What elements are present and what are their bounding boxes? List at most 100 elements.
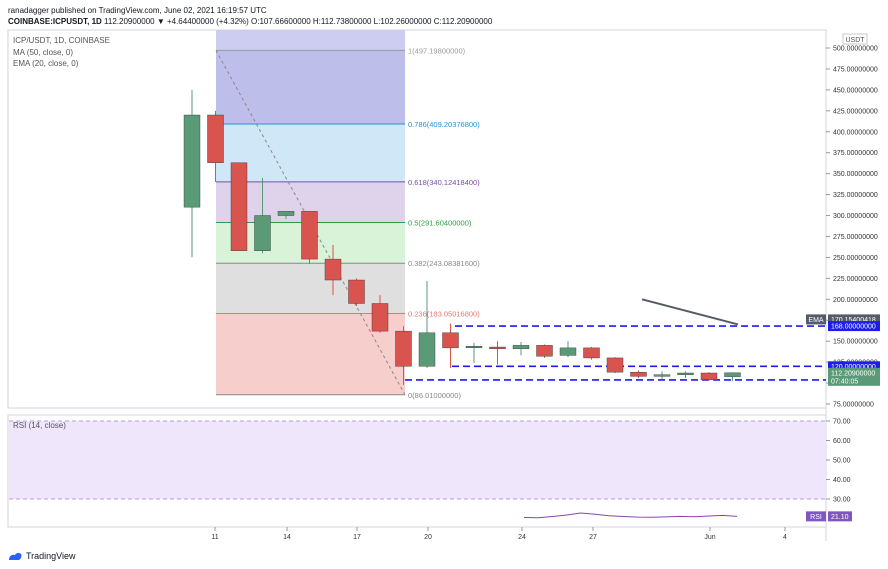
candle-body bbox=[418, 332, 436, 367]
price-tick-label: 275.00000000 bbox=[833, 234, 878, 241]
price-tick-label: 250.00000000 bbox=[833, 255, 878, 262]
rsi-line bbox=[523, 512, 738, 519]
time-tick-label: 4 bbox=[783, 534, 787, 541]
level-badge-value: 120.00000000 bbox=[831, 364, 876, 371]
candle-body bbox=[630, 371, 647, 377]
rsi-indicator: 30.00 40.00 50.00 60.00 70.00 RSI 21.10 bbox=[9, 419, 852, 522]
candle-body bbox=[653, 374, 671, 377]
candle-body bbox=[465, 346, 483, 348]
candle-body bbox=[183, 114, 201, 208]
rsi-tick-label: 70.00 bbox=[833, 419, 851, 426]
time-tick-label: 27 bbox=[589, 534, 597, 541]
price-tick-label: 225.00000000 bbox=[833, 276, 878, 283]
tradingview-logo-icon bbox=[9, 552, 22, 560]
price-tick-label: 500.00000000 bbox=[833, 46, 878, 53]
legend-ma[interactable]: MA (50, close, 0) bbox=[13, 48, 73, 57]
candle-body bbox=[277, 211, 295, 216]
rsi-tick-label: 40.00 bbox=[833, 477, 851, 484]
fib-level-label: 0.236(183.05016800) bbox=[408, 309, 480, 318]
fib-level-label: 0.618(340.12418400) bbox=[408, 178, 480, 187]
level-badge bbox=[828, 321, 880, 332]
candle-body bbox=[677, 372, 694, 375]
price-tick-label: 150.00000000 bbox=[833, 339, 878, 346]
rsi-badge bbox=[828, 511, 852, 522]
rsi-tick-label: 60.00 bbox=[833, 438, 851, 445]
candle-body bbox=[700, 372, 718, 380]
candle-body bbox=[512, 345, 530, 349]
price-tick-label: 200.00000000 bbox=[833, 297, 878, 304]
ema-badge bbox=[828, 314, 880, 325]
time-tick-label: 20 bbox=[424, 534, 432, 541]
price-tick-label: 75.00000000 bbox=[833, 402, 874, 409]
candle-body bbox=[583, 347, 600, 359]
price-tick-label: 375.00000000 bbox=[833, 150, 878, 157]
ema-badge-tag bbox=[806, 314, 826, 325]
candle-body bbox=[536, 345, 553, 357]
time-tick-label: 24 bbox=[518, 534, 526, 541]
candle-body bbox=[559, 347, 577, 356]
rsi-badge-value: 21.10 bbox=[831, 514, 849, 521]
currency-label: USDT bbox=[845, 37, 865, 44]
ema-indicator bbox=[641, 298, 739, 326]
price-tick-label: 475.00000000 bbox=[833, 66, 878, 73]
last-price-badge bbox=[828, 367, 880, 386]
fib-band bbox=[216, 50, 405, 125]
price-tick-label: 300.00000000 bbox=[833, 213, 878, 220]
fib-level-label: 0(86.01000000) bbox=[408, 391, 461, 400]
candle-body bbox=[324, 258, 342, 281]
price-tick-label: 400.00000000 bbox=[833, 129, 878, 136]
candle-body bbox=[207, 114, 224, 163]
rsi-band bbox=[9, 421, 825, 499]
price-axis[interactable]: 75.00000000100.00000000125.00000000150.0… bbox=[826, 46, 878, 409]
candle-body bbox=[724, 372, 741, 377]
level-badge-value: 168.00000000 bbox=[831, 324, 876, 331]
ohlc-line: COINBASE:ICPUSDT, 1D 112.20900000 ▼ +4.6… bbox=[8, 17, 492, 27]
candle-body bbox=[371, 303, 389, 332]
time-tick-label: Jun bbox=[704, 534, 715, 541]
ohlc-values: 112.20900000 ▼ +4.64400000 (+4.32%) O:10… bbox=[104, 17, 493, 26]
candle-body bbox=[442, 332, 459, 349]
horizontal-levels[interactable] bbox=[405, 325, 826, 381]
ema-badge-label: EMA bbox=[808, 317, 824, 324]
footer: TradingView bbox=[8, 551, 76, 561]
level-badge bbox=[828, 361, 880, 372]
candle-body bbox=[301, 211, 318, 260]
fib-band bbox=[216, 124, 405, 182]
candle-body bbox=[606, 357, 624, 373]
rsi-tick-label: 30.00 bbox=[833, 497, 851, 504]
ema-badge-value: 170.15400418 bbox=[831, 317, 876, 324]
fibonacci-retracement[interactable]: 1(497.19800000) 0.786(409.20376800) 0.618(… bbox=[215, 30, 480, 400]
candle-body bbox=[254, 215, 271, 251]
symbol-label[interactable]: COINBASE:ICPUSDT, 1D bbox=[8, 17, 102, 26]
legend-rsi[interactable]: RSI (14, close) bbox=[13, 421, 66, 430]
candle-body bbox=[489, 346, 506, 349]
rsi-badge-tag bbox=[806, 511, 826, 522]
candles bbox=[183, 89, 741, 385]
publish-info: ranadagger published on TradingView.com,… bbox=[8, 6, 267, 15]
fib-top-band bbox=[216, 30, 405, 51]
currency-box[interactable] bbox=[842, 33, 868, 45]
time-axis[interactable]: 11 14 17 20 24 27 Jun 4 bbox=[211, 527, 787, 541]
last-price-countdown: 07:40:05 bbox=[831, 378, 858, 385]
price-tick-label: 350.00000000 bbox=[833, 171, 878, 178]
candle-body bbox=[230, 162, 248, 251]
fib-level-label: 0.382(243.08381600) bbox=[408, 259, 480, 268]
time-tick-label: 11 bbox=[211, 534, 218, 541]
fib-level-label: 1(497.19800000) bbox=[408, 46, 466, 55]
time-tick-label: 17 bbox=[353, 534, 361, 541]
legend-ema[interactable]: EMA (20, close, 0) bbox=[13, 59, 79, 68]
time-tick-label: 14 bbox=[283, 534, 291, 541]
rsi-badge-label: RSI bbox=[810, 514, 822, 521]
price-tick-label: 325.00000000 bbox=[833, 192, 878, 199]
ema-line bbox=[641, 298, 739, 326]
legend-title[interactable]: ICP/USDT, 1D, COINBASE bbox=[13, 36, 110, 45]
fib-level-label: 0.786(409.20376800) bbox=[408, 120, 480, 129]
price-tick-label: 425.00000000 bbox=[833, 108, 878, 115]
candle-body bbox=[395, 330, 412, 367]
brand-label[interactable]: TradingView bbox=[26, 551, 76, 561]
fib-level-label: 0.5(291.60400000) bbox=[408, 219, 472, 228]
rsi-tick-label: 50.00 bbox=[833, 458, 851, 465]
price-tick-label: 450.00000000 bbox=[833, 87, 878, 94]
